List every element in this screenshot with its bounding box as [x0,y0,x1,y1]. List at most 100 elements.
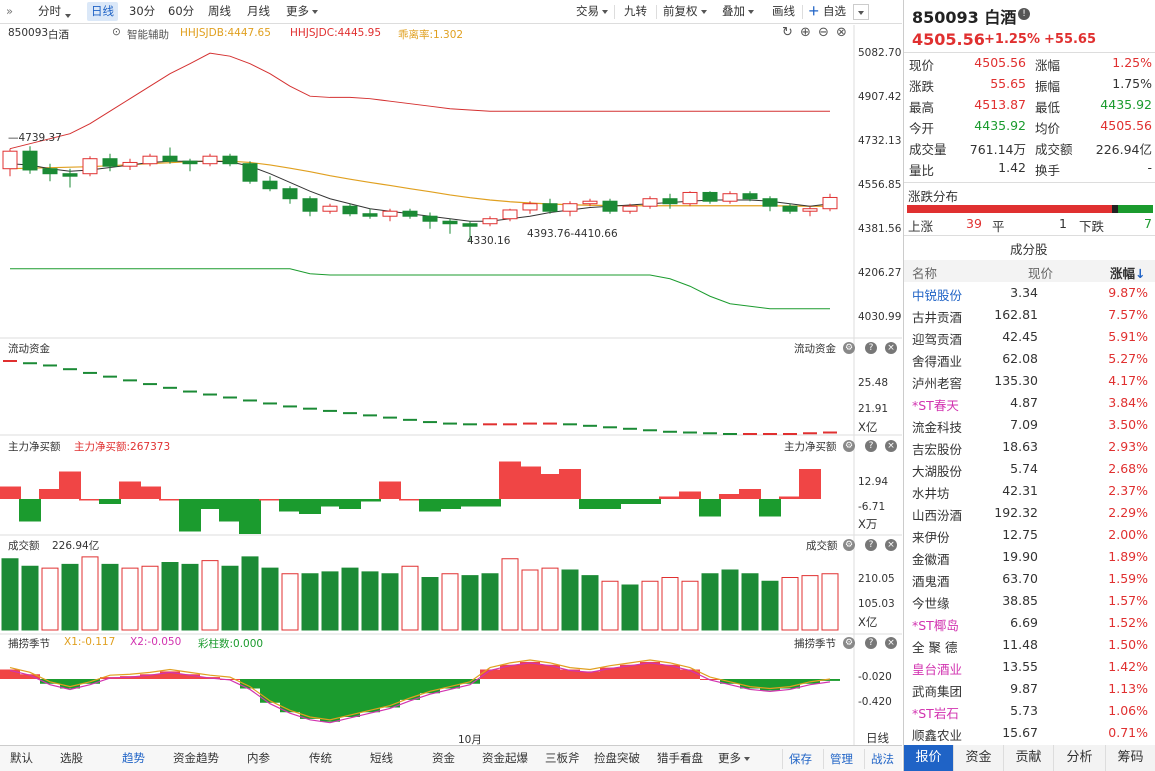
strategy-tab[interactable]: 资金起爆 [482,751,528,765]
constituent-row[interactable]: *ST春天 4.87 3.84% [904,392,1155,414]
candle-body [2,150,18,170]
tab-30min[interactable]: 30分 [129,4,156,18]
chart-canvas[interactable] [0,25,902,745]
tab-chips[interactable]: 筹码 [1106,745,1155,771]
net-buy-bar [759,499,781,517]
strategy-tab[interactable]: 资金 [432,751,455,765]
help-icon[interactable]: ? [865,539,877,551]
constituent-row[interactable]: 全 聚 德 11.48 1.50% [904,634,1155,656]
constituent-row[interactable]: 迎驾贡酒 42.45 5.91% [904,326,1155,348]
constituent-row[interactable]: 水井坊 42.31 2.37% [904,480,1155,502]
constituent-row[interactable]: 泸州老窖 135.30 4.17% [904,370,1155,392]
tab-analysis[interactable]: 分析 [1054,745,1106,771]
help-icon[interactable]: ? [865,342,877,354]
gear-icon[interactable]: ⚙ [843,342,855,354]
draw-button[interactable]: 画线 [772,4,795,18]
constituent-row[interactable]: 吉宏股份 18.63 2.93% [904,436,1155,458]
field-value: 1.25% [1112,55,1152,70]
plus-icon[interactable]: ⊕ [800,25,811,40]
amount-bar [1,558,19,631]
info-icon[interactable]: ! [1018,8,1030,20]
save-button[interactable]: 保存 [782,749,818,769]
add-icon[interactable]: ＋ [808,4,820,18]
tab-monthly[interactable]: 月线 [247,4,270,18]
field-label: 现价 [909,58,935,73]
tab-contribution[interactable]: 贡献 [1004,745,1054,771]
minus-icon[interactable]: ⊖ [818,25,829,40]
tab-daily[interactable]: 日线 [87,2,118,21]
gear-icon[interactable]: ⚙ [843,637,855,649]
more-dropdown[interactable]: 更多 [286,2,318,21]
net-buy-bar [739,489,761,499]
refresh-icon[interactable]: ↻ [782,25,793,40]
chevron-down-icon[interactable] [853,4,869,20]
net-buy-bar [19,499,41,522]
flow-mark [163,386,177,389]
trade-dropdown[interactable]: 交易 [576,2,608,21]
strategy-tab[interactable]: 选股 [60,751,83,765]
close-icon[interactable]: × [885,342,897,354]
strategy-tab[interactable]: 趋势 [122,751,145,765]
flow-mark [563,423,577,426]
tab-60min[interactable]: 60分 [168,4,195,18]
smart-assist-label[interactable]: 智能辅助 [127,29,169,41]
net-buy-bar [459,499,481,507]
col-price[interactable]: 现价 [1028,266,1054,281]
chart-area[interactable]: 850093 白酒 ⊙ 智能辅助 HHJSJDB:4447.65 HHJSJDC… [0,25,902,746]
tab-intraday[interactable]: 分时 [38,4,61,18]
amount-bar [681,580,699,631]
tactics-button[interactable]: 战法 [864,749,900,769]
amount-bar [361,571,379,631]
tab-funds[interactable]: 资金 [954,745,1004,771]
expand-icon[interactable]: » [6,4,14,18]
strategy-tab[interactable]: 捡盘突破 [594,751,640,765]
assist-icon[interactable]: ⊙ [112,26,121,38]
tab-weekly[interactable]: 周线 [208,4,231,18]
constituent-row[interactable]: 顺鑫农业 15.67 0.71% [904,722,1155,744]
constituent-row[interactable]: *ST岩石 5.73 1.06% [904,700,1155,722]
nine-turn-button[interactable]: 九转 [624,4,647,18]
close-icon[interactable]: × [885,440,897,452]
help-icon[interactable]: ? [865,637,877,649]
adjust-dropdown[interactable]: 前复权 [663,2,707,21]
constituent-row[interactable]: 金徽酒 19.90 1.89% [904,546,1155,568]
constituent-row[interactable]: 皇台酒业 13.55 1.42% [904,656,1155,678]
watchlist-button[interactable]: 自选 [823,4,846,18]
strategy-tab[interactable]: 资金趋势 [173,751,219,765]
help-icon[interactable]: ? [865,440,877,452]
stock-name: 今世缘 [912,596,950,611]
more-strategies-dropdown[interactable]: 更多 [718,750,750,766]
constituent-row[interactable]: 酒鬼酒 63.70 1.59% [904,568,1155,590]
manage-button[interactable]: 管理 [823,749,859,769]
season-x1: X1:-0.117 [64,636,116,648]
gear-icon[interactable]: ⚙ [843,539,855,551]
strategy-tab[interactable]: 传统 [309,751,332,765]
candle-body [42,168,58,175]
col-pct[interactable]: 涨幅↓ [1110,263,1146,282]
constituent-row[interactable]: 舍得酒业 62.08 5.27% [904,348,1155,370]
chevron-down-icon[interactable] [62,6,71,25]
overlay-dropdown[interactable]: 叠加 [722,2,754,21]
close-icon[interactable]: × [885,637,897,649]
close-icon[interactable]: × [885,539,897,551]
strategy-tab[interactable]: 默认 [10,751,33,765]
constituent-row[interactable]: *ST椰岛 6.69 1.52% [904,612,1155,634]
gear-icon[interactable]: ⚙ [843,440,855,452]
constituent-row[interactable]: 古井贡酒 162.81 7.57% [904,304,1155,326]
strategy-tab[interactable]: 内参 [247,751,270,765]
strategy-tab[interactable]: 短线 [370,751,393,765]
candle-body [142,155,158,165]
constituent-row[interactable]: 流金科技 7.09 3.50% [904,414,1155,436]
constituent-row[interactable]: 中锐股份 3.34 9.87% [904,282,1155,304]
season-tick: -0.020 [858,671,892,683]
constituent-row[interactable]: 今世缘 38.85 1.57% [904,590,1155,612]
tab-quote[interactable]: 报价 [904,745,954,771]
constituent-row[interactable]: 来伊份 12.75 2.00% [904,524,1155,546]
strategy-tab[interactable]: 猎手看盘 [657,751,703,765]
col-name[interactable]: 名称 [912,266,938,281]
constituent-row[interactable]: 山西汾酒 192.32 2.29% [904,502,1155,524]
constituent-row[interactable]: 大湖股份 5.74 2.68% [904,458,1155,480]
constituent-row[interactable]: 武商集团 9.87 1.13% [904,678,1155,700]
close-icon[interactable]: ⊗ [836,25,847,40]
strategy-tab[interactable]: 三板斧 [545,751,580,765]
